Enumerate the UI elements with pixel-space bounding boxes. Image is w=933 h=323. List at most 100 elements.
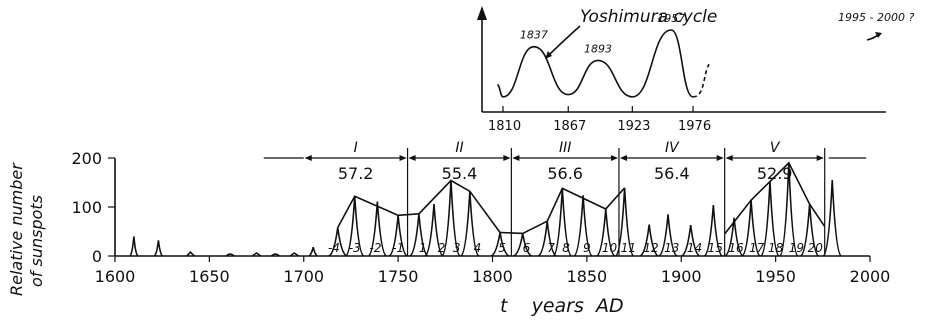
cycle-number-label: 11 [621, 241, 636, 255]
period-arrowhead-icon [725, 155, 733, 161]
period-value: 57.2 [338, 164, 374, 183]
title-pointer-head-icon [545, 51, 552, 59]
period-arrowhead-icon [716, 155, 724, 161]
sunspot-cycle-peak [289, 252, 299, 257]
y-tick-label: 100 [71, 198, 102, 217]
period-label: II [455, 140, 463, 156]
title-pointer [547, 25, 581, 57]
yoshimura-forecast-curve [692, 63, 710, 98]
amplitude-envelope [337, 179, 626, 235]
x-tick-label: 1800 [472, 267, 513, 286]
cycle-number-label: 17 [749, 241, 765, 255]
amplitude-envelope-2 [724, 161, 826, 235]
period-arrowhead-icon [399, 155, 407, 161]
sunspot-cycle-peak [252, 252, 262, 257]
sunspot-cycle-peak [153, 240, 164, 257]
sunspot-cycle-peak [639, 224, 659, 257]
sunspot-cycle-peak [703, 204, 723, 257]
period-arrowhead-icon [304, 155, 312, 161]
y-axis-label-line1: Relative number [7, 162, 26, 296]
period-label: IV [665, 140, 680, 156]
sunspot-cycle-peak [225, 253, 235, 257]
yoshimura-curve [496, 29, 694, 98]
period-arrowhead-icon [816, 155, 824, 161]
yoshimura-inset: Yoshimura cycle 1837 1893 1957 1810 1867 192… [477, 6, 914, 134]
y-axis-label-line2: of sunspots [27, 195, 46, 287]
inset-x-tick-labels: 1810 1867 1923 1976 [488, 106, 711, 134]
inset-x-tick-label: 1923 [617, 119, 650, 134]
x-tick-group: 1600 1650 1700 1750 1800 1850 1900 1950 2000 [95, 256, 891, 286]
y-tick-group: 0 100 200 [71, 149, 115, 266]
sunspot-cycle-peak [573, 195, 593, 257]
inset-peak-labels: 1837 1893 1957 [520, 12, 685, 55]
x-tick-label: 2000 [850, 267, 891, 286]
sunspot-cycle-peak [270, 253, 280, 257]
cycle-number-label: 12 [643, 241, 658, 255]
sunspot-cycle-peak [658, 214, 678, 257]
x-tick-label: 1950 [755, 267, 796, 286]
inset-x-tick-label: 1867 [553, 119, 586, 134]
inset-peak-label: 1837 [520, 29, 548, 42]
cycle-number-label: 19 [789, 241, 804, 255]
period-arrowhead-icon [503, 155, 511, 161]
period-label: III [559, 140, 571, 156]
sunspot-cycle-peak [724, 217, 744, 257]
cycle-number-label: -2 [369, 241, 381, 255]
period-label: I [354, 140, 358, 156]
sunspot-cycle-peak [308, 246, 318, 257]
cycle-number-label: 7 [547, 241, 555, 255]
inset-y-arrow-icon [477, 6, 487, 20]
x-tick-label: 1650 [189, 267, 230, 286]
period-arrowhead-icon [610, 155, 618, 161]
x-tick-label: 1600 [95, 267, 136, 286]
cycle-number-label: 15 [708, 241, 723, 255]
x-tick-label: 1900 [661, 267, 702, 286]
cycle-number-label: 13 [664, 241, 679, 255]
x-tick-label: 1850 [567, 267, 608, 286]
y-tick-label: 200 [71, 149, 102, 168]
cycle-number-label: 1 [419, 241, 427, 255]
cycle-number-label: 8 [562, 241, 570, 255]
forecast-arrowhead-icon [875, 32, 882, 38]
inset-x-tick-label: 1976 [678, 119, 711, 134]
x-axis-label: t years AD [500, 295, 624, 317]
period-value: 52.9 [757, 164, 793, 183]
inset-title: Yoshimura cycle [580, 7, 717, 27]
cycle-number-label: 2 [438, 241, 446, 255]
period-value: 55.4 [442, 164, 478, 183]
period-brackets: I 57.2 II 55.4 III 56.6 IV 56.4 V 52.9 [263, 140, 867, 256]
cycle-number-label: 18 [768, 241, 784, 255]
y-tick-label: 0 [92, 247, 102, 266]
cycle-number-label: 6 [523, 241, 531, 255]
cycle-number-label: 20 [808, 241, 824, 255]
cycle-number-label: 9 [583, 241, 591, 255]
sunspot-cycle-peak [681, 225, 701, 257]
period-value: 56.4 [654, 164, 690, 183]
cycle-number-label: 4 [474, 241, 482, 255]
period-label: V [770, 140, 781, 156]
cycle-number-label: 14 [687, 241, 702, 255]
sunspot-cycle-peak [424, 204, 444, 257]
inset-peak-label: 1893 [584, 42, 612, 55]
period-arrowhead-icon [408, 155, 416, 161]
x-tick-label: 1700 [283, 267, 324, 286]
period-arrowhead-icon [619, 155, 627, 161]
sunspot-cycle-peak [129, 236, 139, 257]
cycle-number-label: -4 [328, 241, 340, 255]
cycle-number-label: 10 [602, 241, 618, 255]
sunspot-cycle-peak [822, 180, 842, 257]
cycle-number-labels: -4 -3 -2 -1 1 2 3 4 5 6 7 8 9 10 11 12 13 14 15 16 17 18 19 20 [328, 241, 823, 255]
forecast-label: 1995 - 2000 ? [838, 11, 914, 24]
inset-x-tick-label: 1810 [488, 119, 521, 134]
cycle-number-label: 5 [498, 241, 506, 255]
x-tick-label: 1750 [378, 267, 419, 286]
cycle-number-label: -3 [349, 241, 361, 255]
period-arrowhead-icon [512, 155, 520, 161]
sunspot-cycle-peak [367, 201, 387, 257]
inset-peak-label: 1957 [657, 12, 685, 25]
cycle-number-label: 16 [728, 241, 744, 255]
sunspot-cycle-peak [185, 250, 196, 257]
cycle-number-label: -1 [392, 241, 404, 255]
